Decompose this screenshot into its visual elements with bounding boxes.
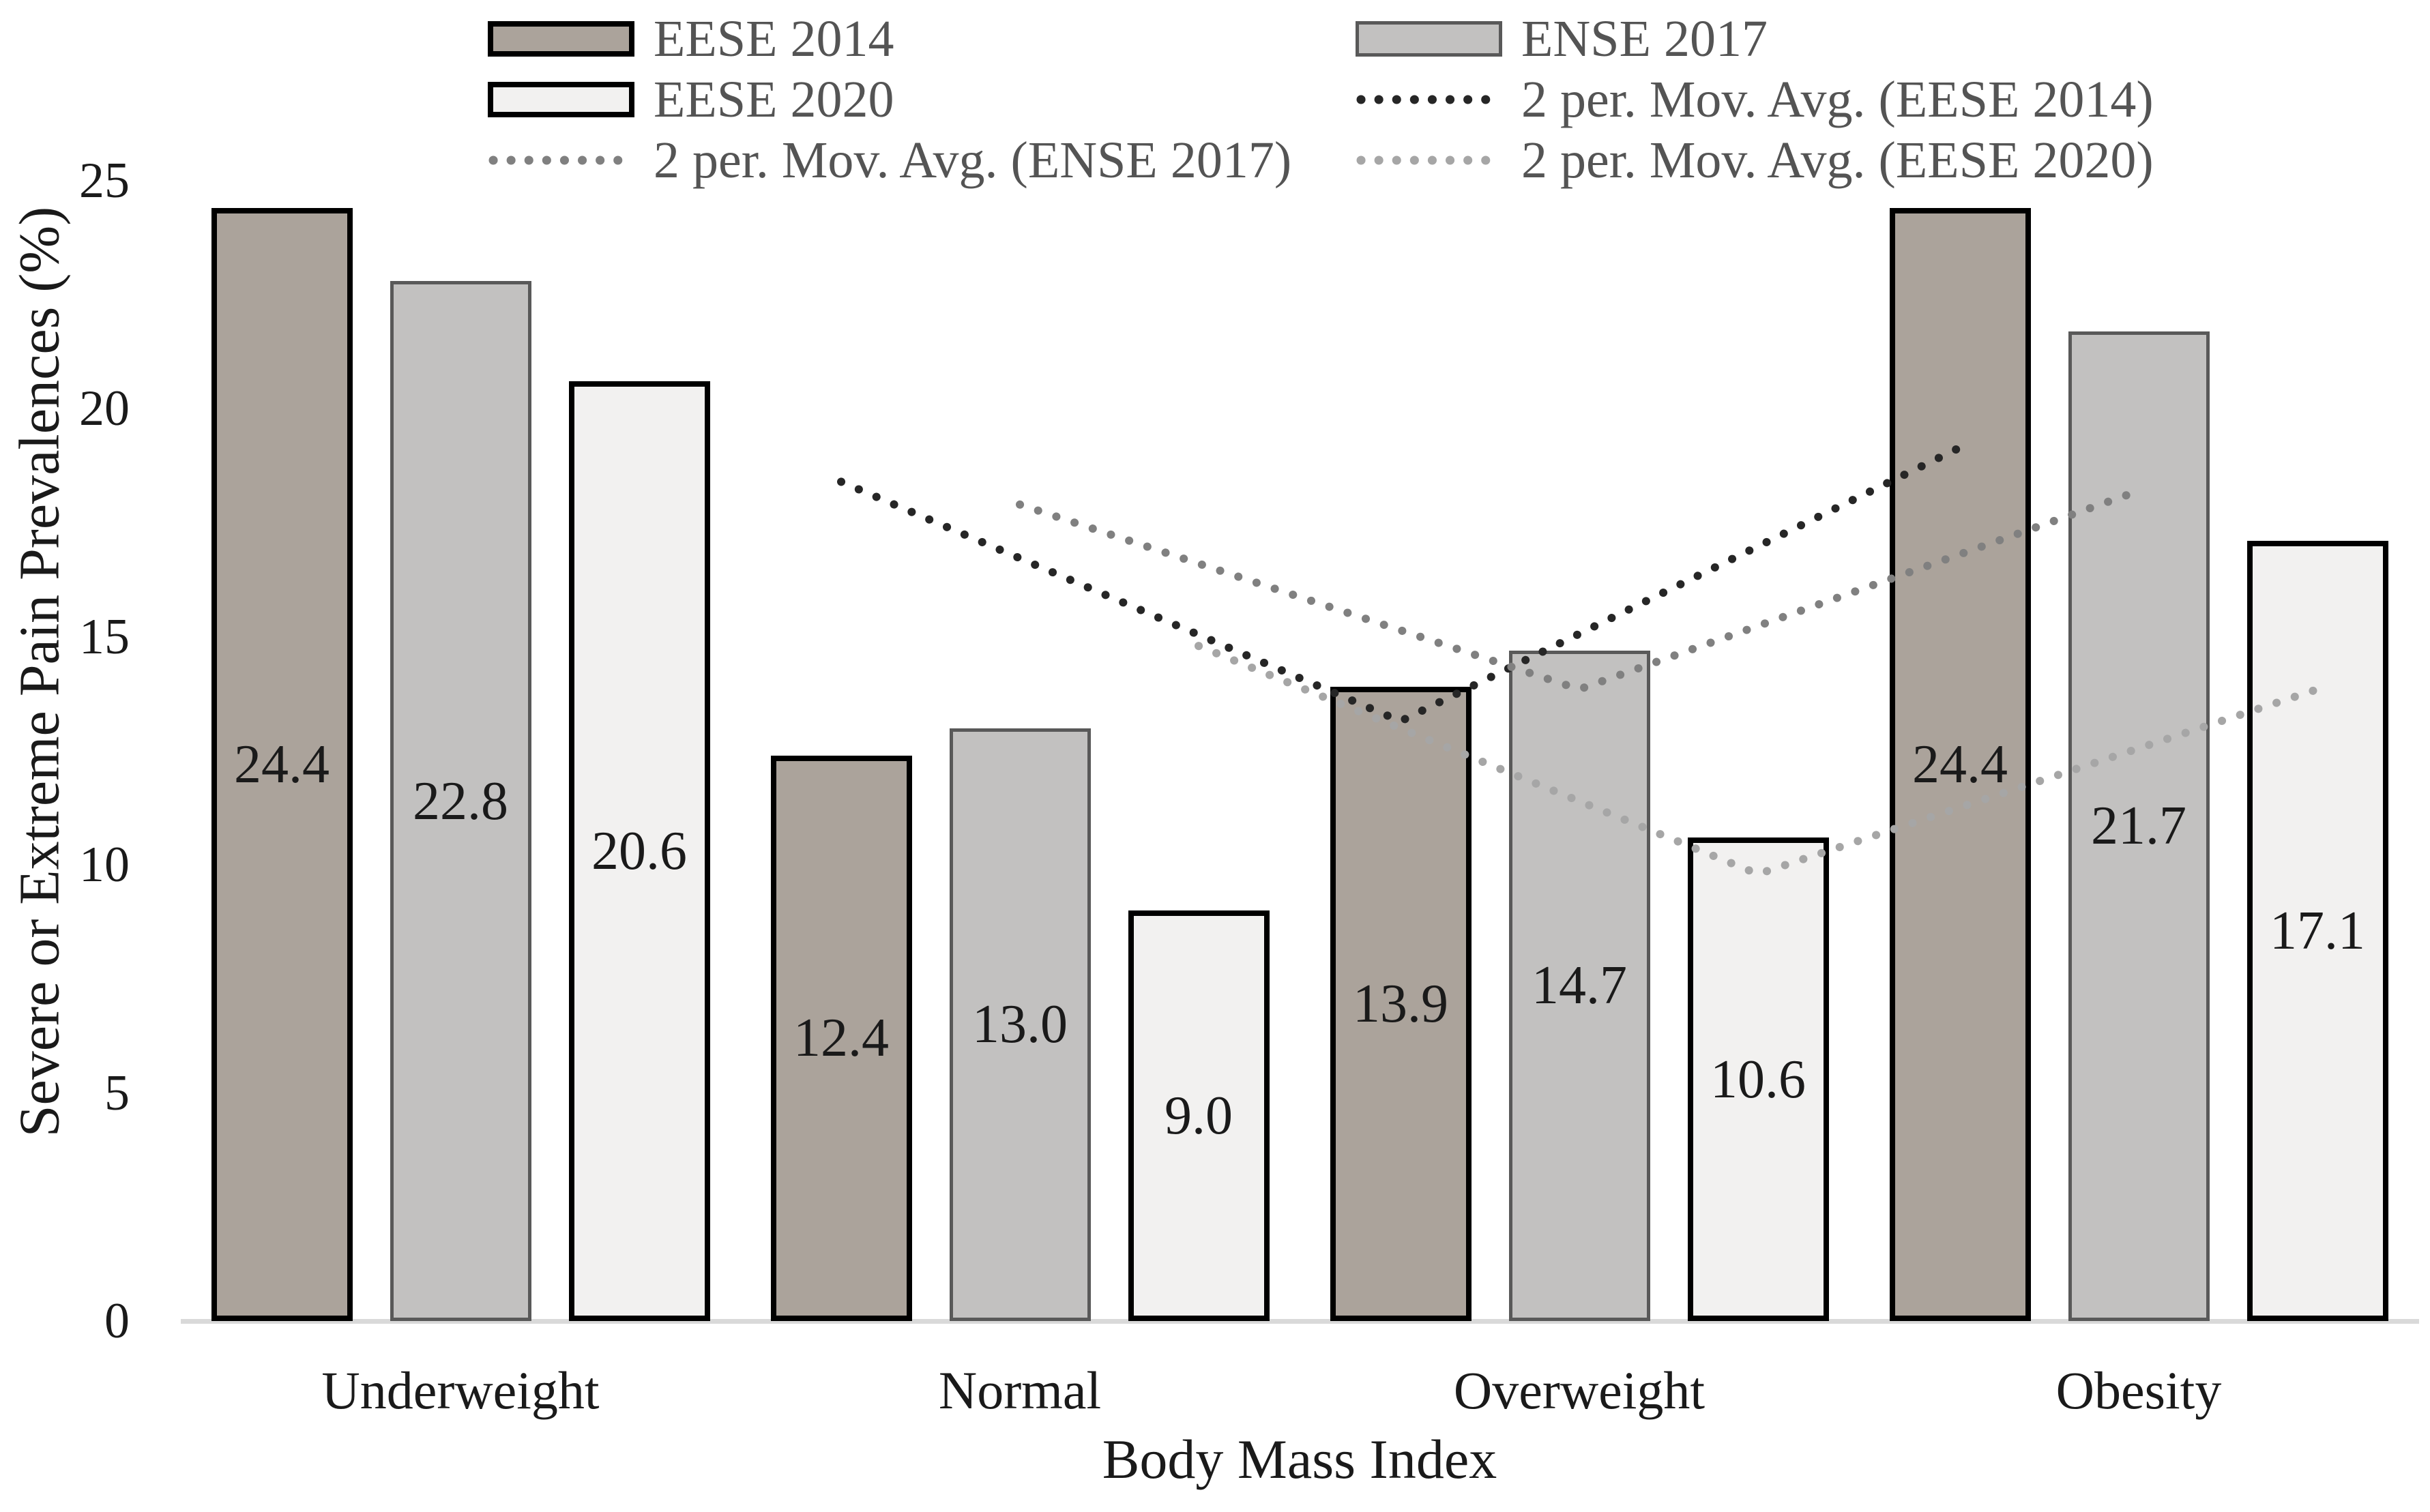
bar-label-ense-2017-obesity: 21.7 xyxy=(2091,796,2186,857)
legend-entry-2-per-mov-avg-eese-2014: 2 per. Mov. Avg. (EESE 2014) xyxy=(1356,69,2154,130)
legend-row-2: EESE 2020 2 per. Mov. Avg. (EESE 2014) xyxy=(0,69,2430,130)
legend-line-swatch-2-per-mov-avg-ense-2017 xyxy=(488,155,634,164)
bar-label-eese-2020-overweight: 10.6 xyxy=(1710,1049,1806,1110)
legend-swatch-eese-2020 xyxy=(488,81,634,117)
legend-line-swatch-2-per-mov-avg-eese-2020 xyxy=(1356,155,1502,164)
y-tick-15: 15 xyxy=(79,608,130,665)
legend-label-2-per-mov-avg-eese-2014: 2 per. Mov. Avg. (EESE 2014) xyxy=(1521,70,2154,128)
bar-label-eese-2014-normal: 12.4 xyxy=(793,1008,889,1069)
bar-label-eese-2020-obesity: 17.1 xyxy=(2270,901,2365,962)
legend: EESE 2014 ENSE 2017 EESE 2020 2 per. Mov. A… xyxy=(0,8,2430,192)
bar-label-eese-2014-obesity: 24.4 xyxy=(1912,735,2008,795)
y-tick-10: 10 xyxy=(79,837,130,893)
trendline-2-per-mov-avg-eese-2014 xyxy=(837,443,1964,726)
bar-label-eese-2020-normal: 9.0 xyxy=(1165,1086,1233,1146)
y-tick-20: 20 xyxy=(79,381,130,437)
legend-row-1: EESE 2014 ENSE 2017 xyxy=(0,8,2430,69)
legend-label-2-per-mov-avg-ense-2017: 2 per. Mov. Avg. (ENSE 2017) xyxy=(654,131,1292,189)
bar-label-eese-2014-underweight: 24.4 xyxy=(234,735,330,795)
y-axis-title: Severe or Extreme Pain Prevalences (%) xyxy=(8,206,72,1138)
bar-label-eese-2014-overweight: 13.9 xyxy=(1353,974,1448,1035)
legend-entry-eese-2014: EESE 2014 xyxy=(488,8,894,69)
legend-line-swatch-2-per-mov-avg-eese-2014 xyxy=(1356,95,1502,104)
bar-eese-2020-normal xyxy=(1128,910,1270,1321)
bar-eese-2020-underweight xyxy=(568,381,710,1321)
legend-label-2-per-mov-avg-eese-2020: 2 per. Mov. Avg. (EESE 2020) xyxy=(1521,131,2154,189)
bar-eese-2014-underweight xyxy=(211,208,353,1321)
legend-swatch-ense-2017 xyxy=(1356,20,1502,57)
y-tick-0: 0 xyxy=(104,1293,130,1349)
category-label-underweight: Underweight xyxy=(321,1361,600,1420)
bar-label-ense-2017-overweight: 14.7 xyxy=(1532,955,1627,1016)
category-label-overweight: Overweight xyxy=(1453,1361,1706,1420)
bar-label-ense-2017-normal: 13.0 xyxy=(972,994,1068,1055)
legend-entry-2-per-mov-avg-eese-2020: 2 per. Mov. Avg. (EESE 2020) xyxy=(1356,130,2154,190)
legend-entry-eese-2020: EESE 2020 xyxy=(488,69,894,130)
legend-entry-ense-2017: ENSE 2017 xyxy=(1356,8,1768,69)
legend-label-eese-2020: EESE 2020 xyxy=(654,70,894,128)
bar-eese-2020-overweight xyxy=(1687,837,1829,1321)
y-tick-25: 25 xyxy=(79,153,130,209)
legend-swatch-eese-2014 xyxy=(488,20,634,57)
bar-ense-2017-underweight xyxy=(390,281,531,1321)
legend-label-ense-2017: ENSE 2017 xyxy=(1521,10,1768,68)
bar-ense-2017-normal xyxy=(949,728,1091,1321)
legend-row-3: 2 per. Mov. Avg. (ENSE 2017) 2 per. Mov. … xyxy=(0,130,2430,190)
y-tick-5: 5 xyxy=(104,1065,130,1121)
category-label-normal: Normal xyxy=(938,1361,1102,1420)
category-label-obesity: Obesity xyxy=(2055,1361,2222,1420)
bar-eese-2014-normal xyxy=(770,755,912,1321)
bar-label-eese-2020-underweight: 20.6 xyxy=(591,821,687,882)
legend-entry-2-per-mov-avg-ense-2017: 2 per. Mov. Avg. (ENSE 2017) xyxy=(488,130,1291,190)
legend-label-eese-2014: EESE 2014 xyxy=(654,10,894,68)
x-axis-title: Body Mass Index xyxy=(1102,1428,1497,1490)
bar-label-ense-2017-underweight: 22.8 xyxy=(413,771,508,831)
x-axis-line xyxy=(181,1319,2419,1324)
